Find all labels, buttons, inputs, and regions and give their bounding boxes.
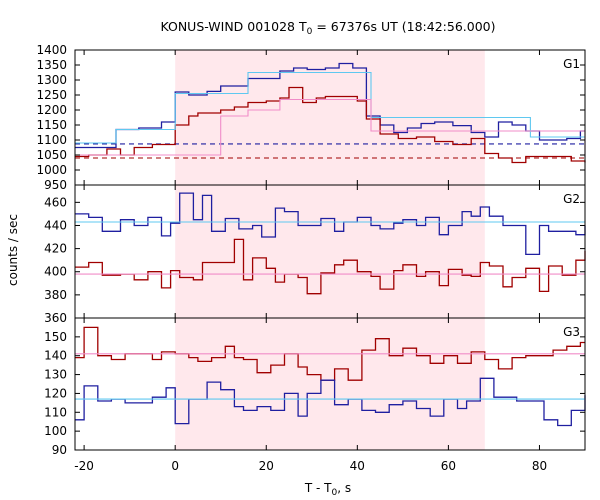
series-line-blue: [75, 377, 586, 427]
y-tick-label: 400: [44, 265, 67, 279]
y-tick-label: 150: [44, 330, 67, 344]
x-tick-label: 80: [532, 459, 547, 473]
y-tick-label: 100: [44, 424, 67, 438]
series-line-red: [75, 86, 586, 164]
y-tick-label: 950: [44, 178, 67, 192]
highlight-interval: [175, 185, 485, 318]
y-tick-label: 440: [44, 218, 67, 232]
x-axis-label: T - T0, s: [304, 481, 351, 498]
series-line-blue: [75, 192, 586, 256]
series-line-red: [75, 326, 585, 381]
series-line-light_blue: [75, 71, 585, 144]
y-axis-label: counts / sec: [6, 214, 20, 286]
panel-label: G3: [563, 325, 580, 339]
y-tick-label: 1200: [36, 103, 67, 117]
x-axis-label-main: T - T: [304, 481, 332, 495]
y-tick-label: 120: [44, 386, 67, 400]
y-tick-label: 130: [44, 368, 67, 382]
y-tick-label: 460: [44, 195, 67, 209]
chart-title: KONUS-WIND 001028 T0 = 67376s UT (18:42:…: [160, 19, 495, 37]
y-tick-label: 420: [44, 242, 67, 256]
y-tick-label: 1100: [36, 133, 67, 147]
y-tick-label: 1150: [36, 118, 67, 132]
panel-g2: 360 380 400 420 440 460 G2: [44, 184, 586, 325]
x-tick-label: 0: [171, 459, 179, 473]
x-axis-label-sub: 0: [332, 488, 338, 498]
panel-g3: 90 100 110 120 130 140 150 G3: [44, 317, 586, 457]
y-tick-label: 1050: [36, 148, 67, 162]
series-line-red: [75, 238, 586, 295]
y-tick-label: 1350: [36, 58, 67, 72]
chart-title-sub: 0: [307, 27, 313, 37]
plot-layer: 950100010501100115012001250130013501400G…: [36, 43, 586, 473]
chart-title-rest: = 67376s UT (18:42:56.000): [312, 19, 495, 34]
panel-frame: [74, 317, 586, 451]
y-tick-label: 90: [52, 443, 67, 457]
x-tick-label: 60: [441, 459, 456, 473]
y-tick-label: 1000: [36, 163, 67, 177]
x-tick-label: -20: [74, 459, 94, 473]
highlight-interval: [175, 318, 485, 450]
y-tick-label: 140: [44, 349, 67, 363]
panel-label: G1: [563, 57, 580, 71]
y-tick-label: 110: [44, 405, 67, 419]
y-tick-label: 1400: [36, 43, 67, 57]
y-tick-label: 1300: [36, 73, 67, 87]
x-tick-label: 40: [350, 459, 365, 473]
panel-label: G2: [563, 192, 580, 206]
y-tick-label: 360: [44, 311, 67, 325]
y-tick-label: 380: [44, 288, 67, 302]
y-tick-label: 1250: [36, 88, 67, 102]
x-axis-label-rest: , s: [337, 481, 351, 495]
series-line-pink: [75, 98, 586, 158]
x-tick-label: 20: [259, 459, 274, 473]
chart-title-main: KONUS-WIND 001028 T: [160, 19, 306, 34]
